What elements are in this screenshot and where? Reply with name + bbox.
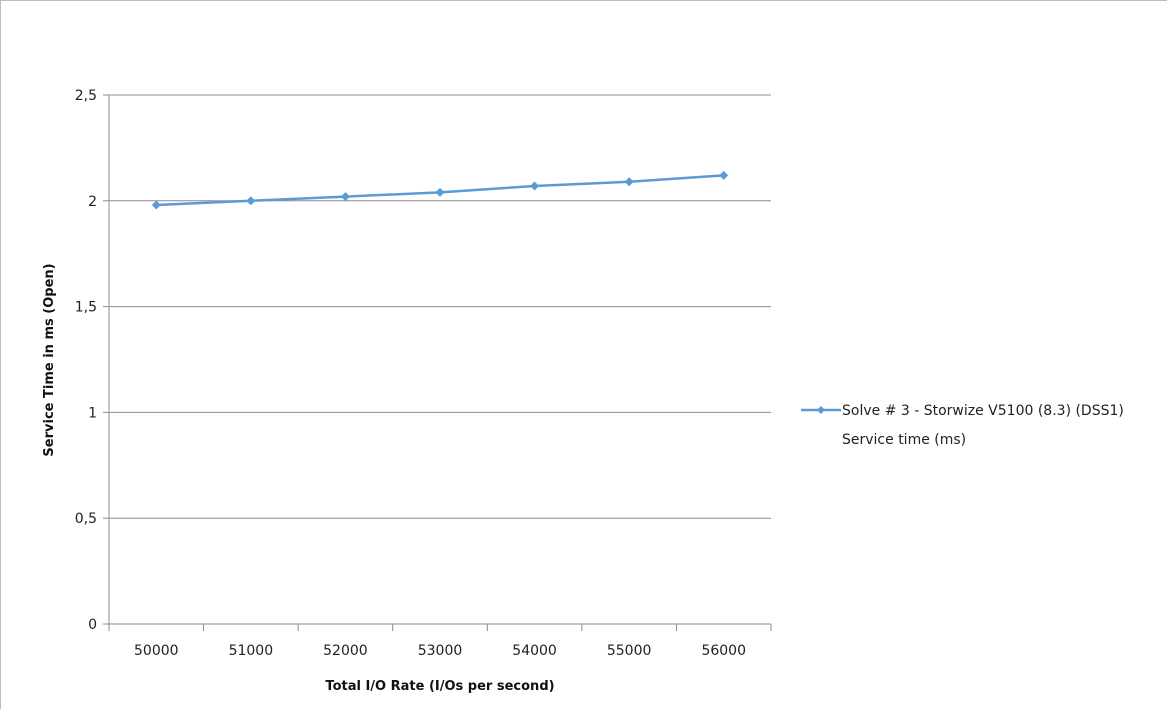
data-point-marker: [624, 177, 634, 187]
y-tick-label: 0,5: [75, 511, 97, 527]
data-point-marker: [435, 187, 445, 197]
data-point-marker: [340, 192, 350, 202]
series-layer: [151, 170, 729, 210]
data-point-marker: [719, 170, 729, 180]
legend: Solve # 3 - Storwize V5100 (8.3) (DSS1) …: [801, 403, 1124, 448]
x-tick-label: 56000: [701, 643, 746, 659]
data-point-marker: [530, 181, 540, 191]
data-point-marker: [151, 200, 161, 210]
data-point-marker: [246, 196, 256, 206]
legend-series-name-line2: Service time (ms): [842, 432, 966, 448]
gridlines: [109, 94, 771, 519]
y-tick-label: 1: [88, 405, 97, 421]
legend-series-name: Solve # 3 - Storwize V5100 (8.3) (DSS1): [842, 403, 1124, 419]
legend-marker-icon: [817, 406, 825, 414]
y-tick-label: 1,5: [75, 300, 97, 316]
y-tick-label: 2,5: [75, 88, 97, 104]
y-tick-label: 0: [88, 617, 97, 633]
y-axis-tick-labels: 0 0,5 1 1,5 2 2,5: [75, 88, 97, 633]
x-tick-label: 52000: [323, 643, 368, 659]
x-tick-label: 55000: [607, 643, 652, 659]
axes: [103, 94, 772, 631]
x-axis-title: Total I/O Rate (I/Os per second): [325, 679, 554, 694]
x-tick-label: 53000: [418, 643, 463, 659]
x-tick-label: 54000: [512, 643, 557, 659]
x-tick-label: 50000: [134, 643, 179, 659]
x-axis-tick-labels: 50000 51000 52000 53000 54000 55000 56000: [134, 643, 746, 659]
y-axis-title: Service Time in ms (Open): [42, 263, 57, 456]
x-tick-label: 51000: [229, 643, 274, 659]
y-tick-label: 2: [88, 194, 97, 210]
